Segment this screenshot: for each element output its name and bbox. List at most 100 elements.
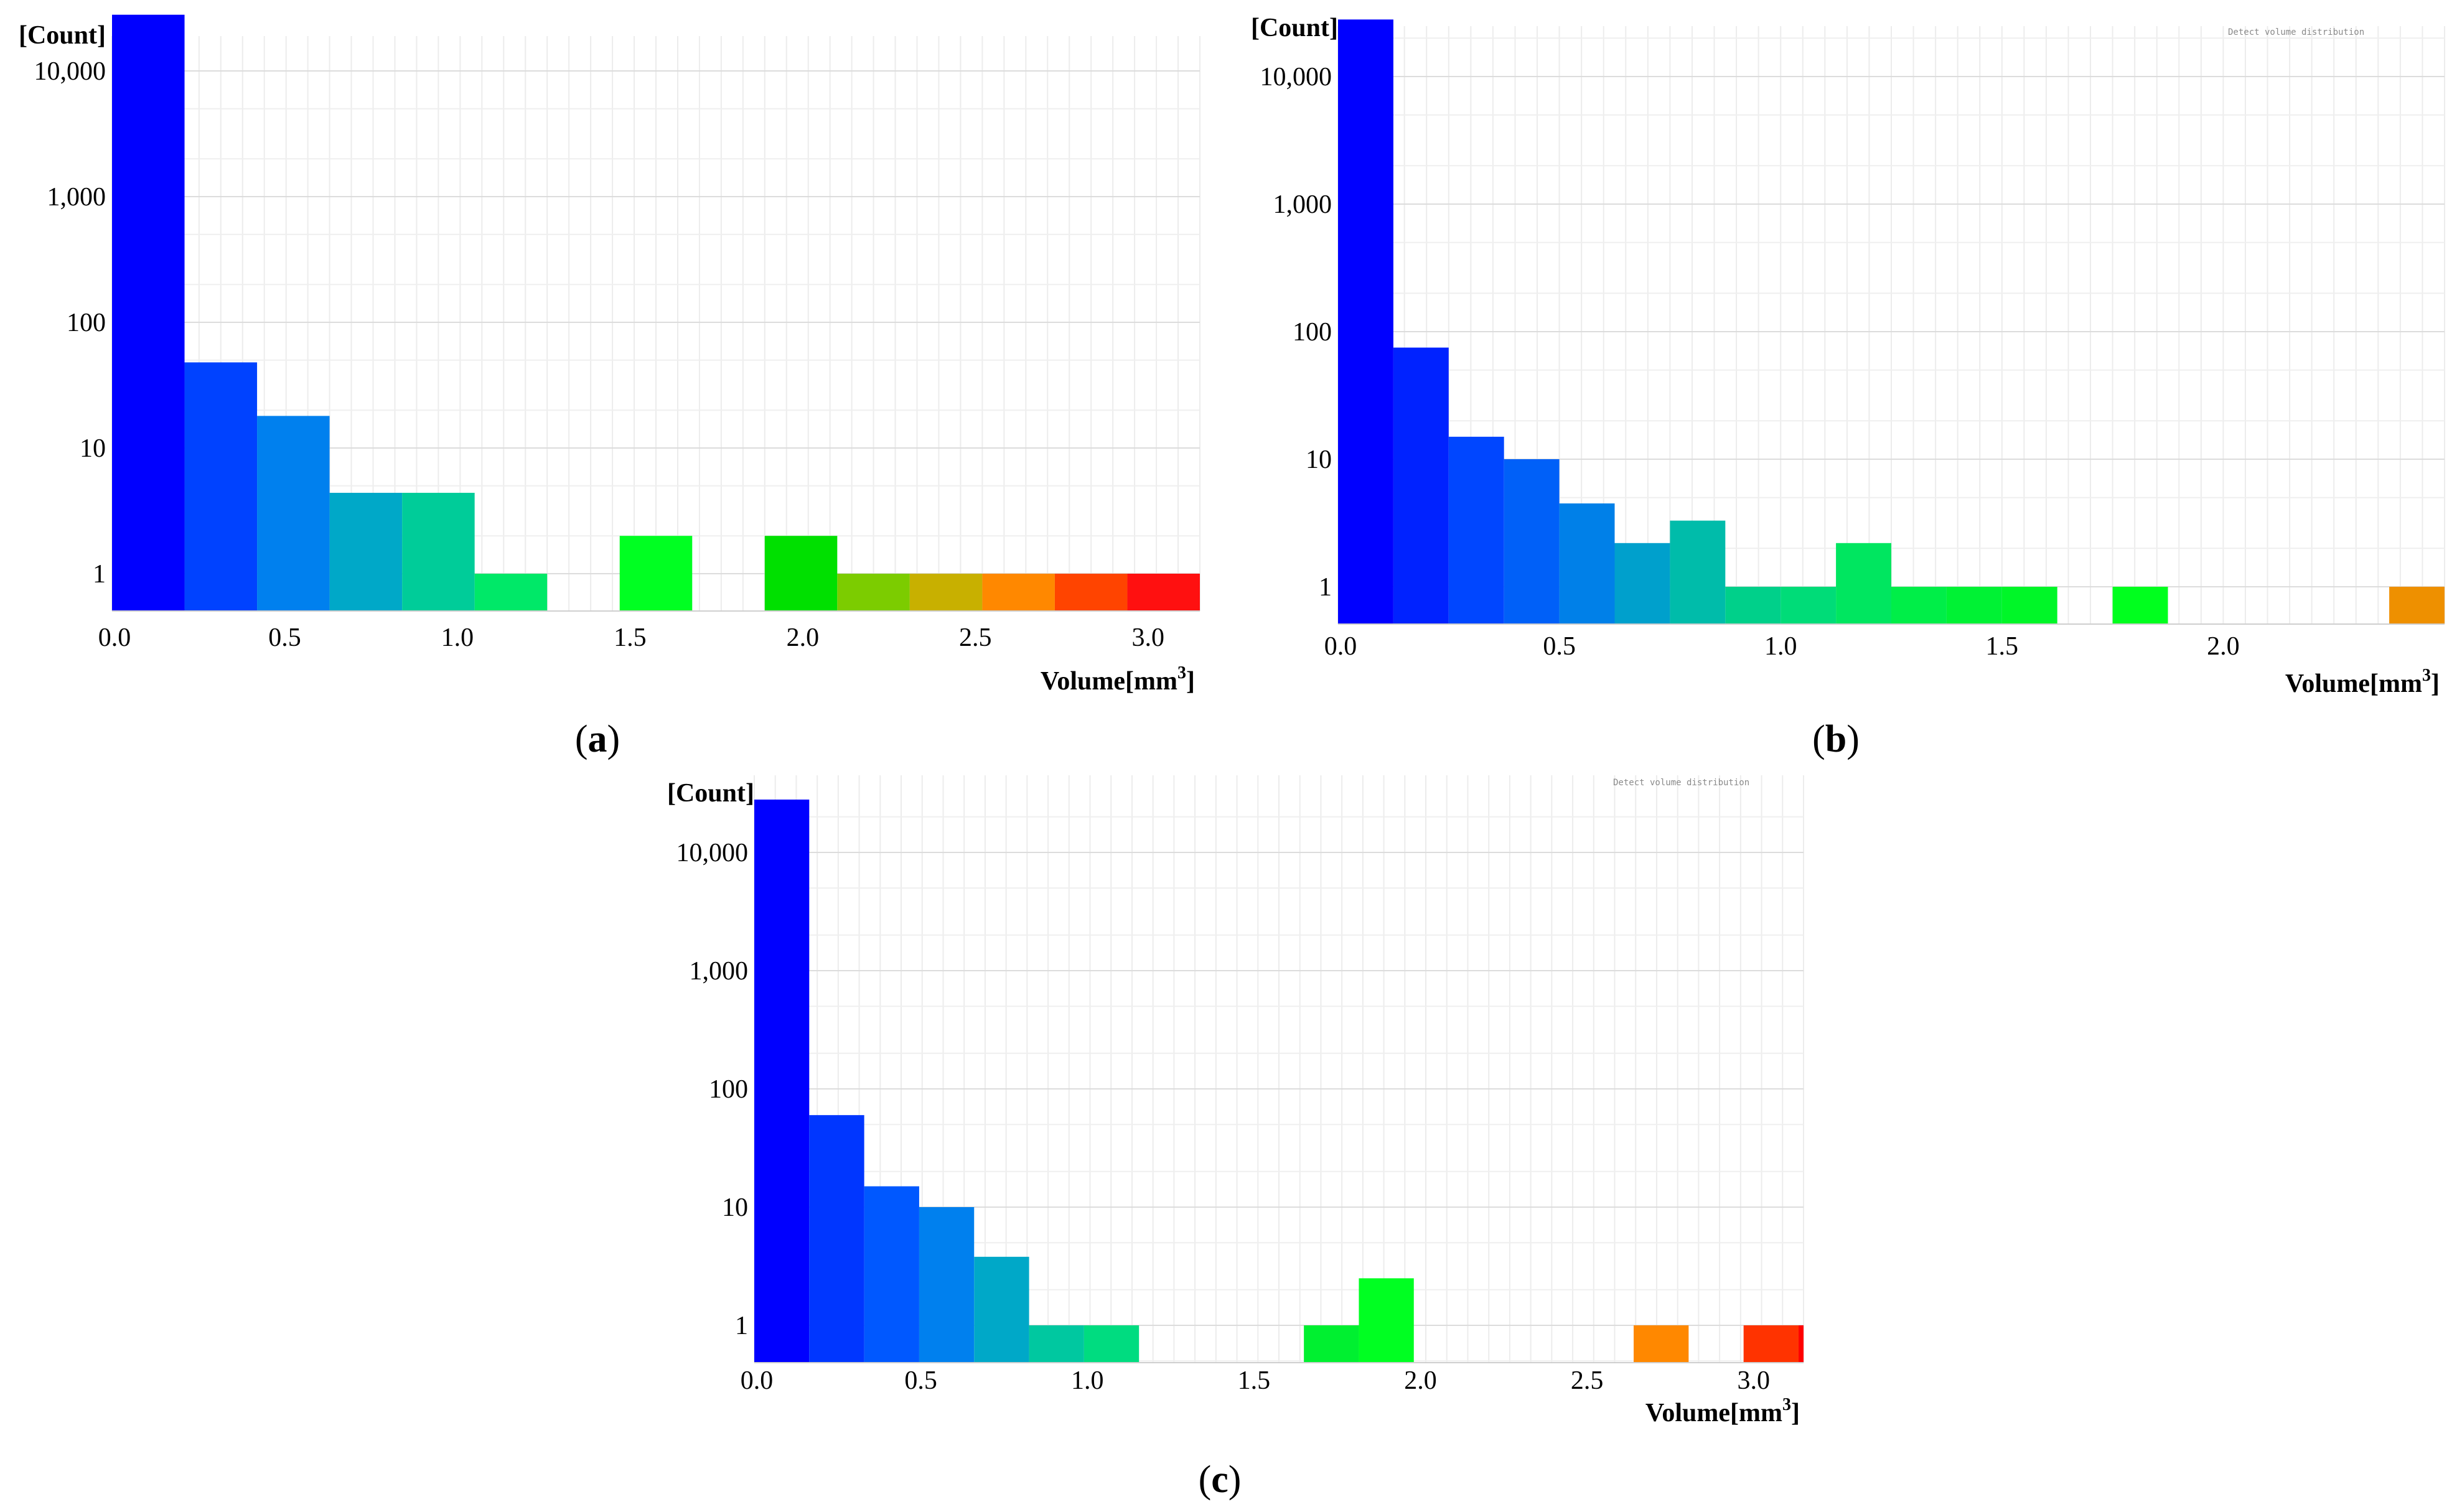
histogram-bar <box>257 416 330 611</box>
histogram-bar <box>1448 436 1504 624</box>
x-tick-label: 1.0 <box>441 623 474 652</box>
x-tick-label: 1.5 <box>1238 1366 1271 1395</box>
y-tick-label: 10,000 <box>676 839 749 867</box>
x-tick-label: 0.5 <box>904 1366 937 1395</box>
x-axis-label: Volume[mm3] <box>2285 666 2440 698</box>
x-axis-label-bracket: ] <box>2431 670 2440 698</box>
panel-caption-letter: c <box>1211 1458 1228 1501</box>
chart-title: Detect volume distribution <box>1613 778 1749 788</box>
histogram-bar <box>1029 1325 1084 1363</box>
x-tick-label: 1.0 <box>1764 632 1797 661</box>
chart-c: 1 10 100 1,000 10,000 0.0 0.5 1.0 1.5 2.0 2.5 3.0 [C… <box>667 775 1804 1501</box>
panel-caption-letter: a <box>588 718 607 760</box>
histogram-bar <box>1670 520 1726 624</box>
x-tick-label: 1.0 <box>1071 1366 1104 1395</box>
x-tick-label: 3.0 <box>1132 623 1165 652</box>
x-tick-label: 1.5 <box>1986 632 2019 661</box>
x-axis-label-superscript: 3 <box>1177 663 1186 683</box>
histogram-bar <box>1798 1325 1804 1363</box>
histogram-bar <box>2389 587 2445 624</box>
x-tick-label: 0.5 <box>268 623 301 652</box>
histogram-bar <box>909 574 983 611</box>
histogram-bar <box>1359 1278 1414 1363</box>
histogram-bar <box>1127 574 1200 611</box>
histogram-bar <box>809 1115 864 1363</box>
y-tick-label: 1 <box>93 560 106 589</box>
panel-caption: (a) <box>575 718 620 760</box>
histogram-bar <box>1891 587 1947 624</box>
x-tick-label: 0.5 <box>1543 632 1576 661</box>
bars <box>1338 19 2445 625</box>
chart-b: 1 10 100 1,000 10,000 0.0 0.5 1.0 1.5 2.0 [Count] V… <box>1251 14 2445 760</box>
histogram-bar <box>837 574 910 611</box>
histogram-bar <box>1083 1325 1140 1363</box>
y-tick-label: 10 <box>722 1193 748 1222</box>
y-tick-label: 1,000 <box>47 183 106 212</box>
histogram-bar <box>1338 19 1393 625</box>
histogram-bar <box>2001 587 2057 624</box>
histogram-bar <box>974 1256 1029 1363</box>
y-tick-label: 100 <box>709 1075 748 1104</box>
y-tick-label: 10,000 <box>1260 63 1332 91</box>
x-axis-label-text: Volume[mm <box>1645 1399 1782 1427</box>
histogram-bar <box>864 1186 919 1363</box>
x-axis-label-bracket: ] <box>1791 1399 1800 1427</box>
chart-panel-c: 1 10 100 1,000 10,000 0.0 0.5 1.0 1.5 2.0 2.5 3.0 [C… <box>622 765 1842 1512</box>
histogram-bar <box>1946 587 2002 624</box>
x-tick-label: 3.0 <box>1737 1366 1770 1395</box>
panel-caption: (b) <box>1812 718 1860 760</box>
y-axis-label: [Count] <box>667 779 754 808</box>
histogram-bar <box>1504 459 1560 624</box>
panel-caption-letter: b <box>1825 718 1846 760</box>
y-tick-label: 1,000 <box>1273 190 1332 219</box>
panel-caption: (c) <box>1199 1458 1242 1501</box>
y-tick-label: 1 <box>1319 573 1332 602</box>
x-tick-label: 2.0 <box>2207 632 2240 661</box>
x-tick-label: 2.5 <box>1571 1366 1604 1395</box>
x-axis-label-superscript: 3 <box>1782 1395 1791 1414</box>
histogram-bar <box>1054 574 1128 611</box>
y-axis-label: [Count] <box>19 21 106 50</box>
x-axis-label-text: Volume[mm <box>2285 670 2422 698</box>
x-tick-label: 0.0 <box>1324 632 1357 661</box>
x-axis-label: Volume[mm3] <box>1041 663 1195 696</box>
x-tick-label: 2.5 <box>959 623 992 652</box>
y-axis-label: [Count] <box>1251 14 1338 42</box>
histogram-bar <box>1393 347 1449 624</box>
y-tick-label: 1,000 <box>690 957 749 986</box>
histogram-bar <box>1634 1325 1689 1363</box>
x-axis-label-bracket: ] <box>1186 667 1195 696</box>
x-tick-label: 0.0 <box>741 1366 774 1395</box>
histogram-bar <box>1304 1325 1359 1363</box>
histogram-bar <box>764 536 838 611</box>
histogram-bar <box>1743 1325 1799 1363</box>
histogram-bar <box>982 574 1055 611</box>
y-tick-label: 10 <box>80 434 106 463</box>
x-axis-label-superscript: 3 <box>2422 666 2431 685</box>
x-tick-label: 0.0 <box>98 623 131 652</box>
chart-panel-a: 1 10 100 1,000 10,000 0.0 0.5 1.0 1.5 2.0 2.5 3.0 [C… <box>0 0 1220 765</box>
histogram-bar <box>329 493 403 611</box>
x-tick-label: 1.5 <box>614 623 647 652</box>
histogram-bar <box>1781 587 1837 624</box>
histogram-bar <box>919 1207 975 1363</box>
histogram-bar <box>2112 587 2168 624</box>
y-tick-label: 1 <box>735 1312 748 1340</box>
x-tick-label: 2.0 <box>1404 1366 1437 1395</box>
chart-a: 1 10 100 1,000 10,000 0.0 0.5 1.0 1.5 2.0 2.5 3.0 [C… <box>19 14 1200 760</box>
histogram-bar <box>112 14 185 612</box>
y-tick-label: 10,000 <box>34 57 106 86</box>
histogram-bar <box>1725 587 1781 624</box>
y-tick-label: 10 <box>1306 446 1332 474</box>
histogram-bar <box>754 800 810 1363</box>
y-tick-label: 100 <box>67 309 106 337</box>
chart-panel-b: 1 10 100 1,000 10,000 0.0 0.5 1.0 1.5 2.0 [Count] V… <box>1220 0 2457 765</box>
histogram-bar <box>1559 503 1615 624</box>
histogram-bar <box>619 536 693 611</box>
x-tick-label: 2.0 <box>787 623 820 652</box>
histogram-bar <box>1614 543 1670 624</box>
chart-title: Detect volume distribution <box>2228 27 2364 37</box>
histogram-bar <box>474 574 548 611</box>
histogram-bar <box>402 493 475 611</box>
bars <box>112 14 1200 612</box>
